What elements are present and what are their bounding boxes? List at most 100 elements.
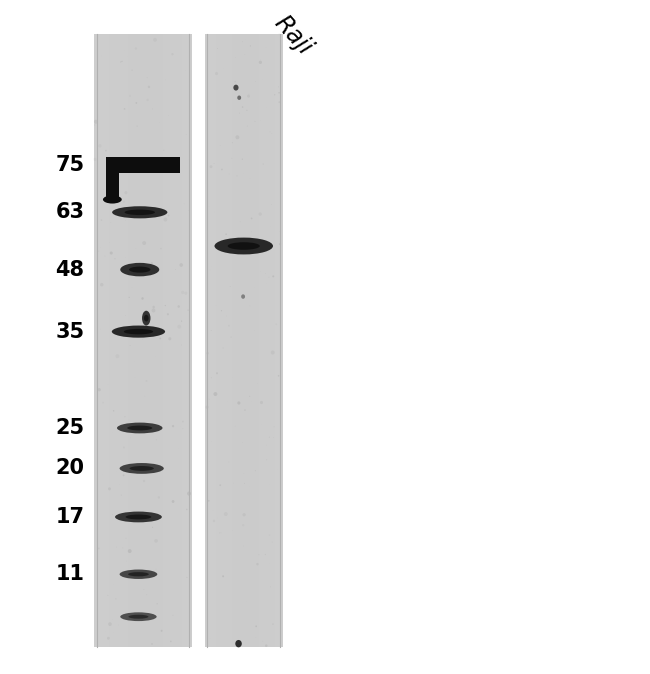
Ellipse shape <box>215 72 218 75</box>
Ellipse shape <box>251 218 252 219</box>
Ellipse shape <box>244 483 245 484</box>
Bar <box>133 34 138 647</box>
Bar <box>275 34 279 647</box>
Ellipse shape <box>161 248 162 249</box>
Bar <box>259 34 263 647</box>
Ellipse shape <box>217 48 218 49</box>
Ellipse shape <box>271 350 275 355</box>
Ellipse shape <box>155 569 157 570</box>
Ellipse shape <box>129 345 131 346</box>
Ellipse shape <box>98 547 99 549</box>
Bar <box>129 34 133 647</box>
Ellipse shape <box>120 463 164 474</box>
Ellipse shape <box>108 622 112 626</box>
Bar <box>118 34 124 647</box>
Ellipse shape <box>125 210 155 215</box>
Ellipse shape <box>221 310 222 311</box>
Ellipse shape <box>128 572 149 576</box>
Bar <box>252 34 255 647</box>
Ellipse shape <box>148 86 150 88</box>
Ellipse shape <box>153 306 155 308</box>
Bar <box>162 34 168 647</box>
Ellipse shape <box>268 277 269 278</box>
Ellipse shape <box>124 329 153 334</box>
Ellipse shape <box>216 372 218 374</box>
Ellipse shape <box>172 425 174 427</box>
Ellipse shape <box>105 150 107 152</box>
Ellipse shape <box>278 375 280 377</box>
Ellipse shape <box>157 603 158 605</box>
Ellipse shape <box>124 191 127 194</box>
Ellipse shape <box>235 640 242 647</box>
Ellipse shape <box>255 470 256 471</box>
Ellipse shape <box>141 297 144 300</box>
Ellipse shape <box>167 313 169 315</box>
Bar <box>232 34 236 647</box>
Bar <box>271 34 275 647</box>
Ellipse shape <box>152 527 153 528</box>
Ellipse shape <box>156 216 157 217</box>
Bar <box>205 34 209 647</box>
Ellipse shape <box>213 392 217 396</box>
Ellipse shape <box>168 214 170 216</box>
Ellipse shape <box>156 439 157 440</box>
Bar <box>114 34 118 647</box>
Ellipse shape <box>113 410 114 412</box>
Bar <box>267 34 271 647</box>
Ellipse shape <box>263 163 264 165</box>
Ellipse shape <box>187 491 191 495</box>
Ellipse shape <box>265 554 266 555</box>
Ellipse shape <box>244 409 246 411</box>
Ellipse shape <box>168 337 172 340</box>
Ellipse shape <box>120 570 157 579</box>
Ellipse shape <box>227 242 260 250</box>
Ellipse shape <box>214 237 273 254</box>
Ellipse shape <box>247 94 250 98</box>
Ellipse shape <box>211 377 212 378</box>
Ellipse shape <box>107 637 110 640</box>
Ellipse shape <box>224 512 228 516</box>
Bar <box>94 34 99 647</box>
Ellipse shape <box>136 125 138 127</box>
Bar <box>109 34 114 647</box>
Ellipse shape <box>186 509 188 510</box>
Ellipse shape <box>259 212 262 216</box>
Ellipse shape <box>249 396 250 397</box>
Ellipse shape <box>205 406 209 408</box>
Ellipse shape <box>172 53 174 55</box>
Ellipse shape <box>144 315 149 321</box>
Ellipse shape <box>242 41 243 42</box>
Ellipse shape <box>278 101 280 103</box>
Ellipse shape <box>272 623 274 625</box>
Bar <box>236 34 240 647</box>
Ellipse shape <box>269 437 270 438</box>
Ellipse shape <box>146 594 147 595</box>
Ellipse shape <box>125 514 151 520</box>
Bar <box>104 34 109 647</box>
Ellipse shape <box>164 305 166 306</box>
Bar <box>224 34 228 647</box>
Ellipse shape <box>207 352 209 355</box>
Bar <box>209 34 213 647</box>
Ellipse shape <box>142 339 143 340</box>
Ellipse shape <box>279 243 281 245</box>
Bar <box>240 34 244 647</box>
Bar <box>168 34 172 647</box>
Text: 17: 17 <box>55 507 84 527</box>
Ellipse shape <box>118 208 119 209</box>
Bar <box>228 34 232 647</box>
Ellipse shape <box>272 541 273 543</box>
Ellipse shape <box>272 276 274 277</box>
Ellipse shape <box>110 251 112 255</box>
Ellipse shape <box>151 262 153 264</box>
Ellipse shape <box>270 586 271 587</box>
Ellipse shape <box>259 61 262 64</box>
Bar <box>124 34 129 647</box>
Ellipse shape <box>237 96 241 100</box>
Bar <box>157 34 162 647</box>
Ellipse shape <box>138 274 139 276</box>
Ellipse shape <box>153 38 157 42</box>
Ellipse shape <box>142 311 150 326</box>
Ellipse shape <box>249 248 250 249</box>
Ellipse shape <box>255 625 257 627</box>
